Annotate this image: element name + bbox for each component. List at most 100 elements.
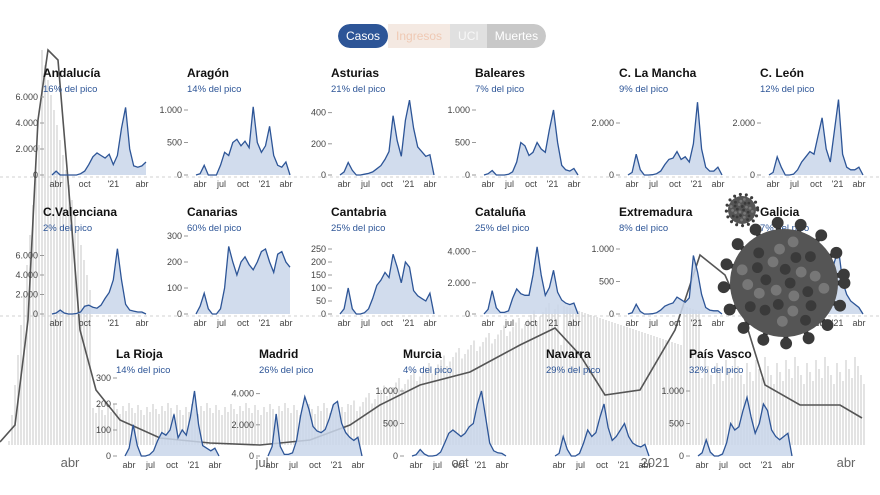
y-tick-label: 0 (609, 309, 614, 319)
y-tick-label: 100 (167, 283, 182, 293)
x-tick-label: abr (122, 460, 135, 470)
background-bar (629, 328, 631, 445)
region-title: Asturias (331, 66, 379, 80)
y-tick-label: 200 (311, 139, 326, 149)
series-line (195, 106, 291, 176)
background-x-tick: abr (61, 455, 80, 470)
y-tick-label: 300 (96, 373, 111, 383)
x-tick-label: oct (237, 318, 250, 328)
background-bar (728, 369, 730, 445)
y-tick-label: 4.000 (447, 247, 470, 257)
virus-spike-head (780, 337, 793, 350)
background-bar (185, 407, 187, 445)
background-bar (248, 408, 250, 445)
toggle-uci[interactable]: UCI (450, 24, 487, 48)
toggle-ingresos[interactable]: Ingresos (388, 24, 451, 48)
background-bar (428, 363, 430, 445)
y-tick-label: 2.000 (591, 118, 614, 128)
x-tick-label: jul (360, 179, 370, 189)
background-gridlines (0, 176, 880, 317)
x-tick-label: '21 (403, 179, 415, 189)
background-bars (8, 50, 865, 445)
background-bar (509, 331, 511, 445)
background-bar (437, 364, 439, 445)
background-bar (542, 312, 544, 445)
series-area (484, 246, 578, 314)
y-tick-label: 500 (383, 419, 398, 429)
background-bar (431, 373, 433, 445)
virus-spike-head (830, 246, 843, 259)
x-tick-label: jul (648, 179, 658, 189)
background-bar (161, 406, 163, 445)
background-bar (113, 404, 115, 445)
background-bar (452, 357, 454, 445)
background-bar (614, 323, 616, 445)
background-bar (551, 313, 553, 445)
y-tick-label: 4.000 (15, 270, 38, 280)
toggle-muertes[interactable]: Muertes (486, 24, 547, 48)
background-bar (476, 351, 478, 445)
virus-spike-head (837, 268, 850, 281)
background-bar (473, 340, 475, 445)
background-bar (647, 334, 649, 445)
background-bar (704, 357, 706, 445)
region-subtitle: 29% del pico (546, 365, 600, 376)
virus-texture (748, 206, 752, 210)
background-bar (140, 410, 142, 445)
series-area (340, 254, 434, 314)
background-bar (14, 385, 16, 445)
virus-texture (750, 209, 754, 213)
background-bar (38, 145, 40, 445)
background-bar (815, 360, 817, 445)
virus-texture (745, 205, 748, 209)
background-bar (380, 390, 382, 445)
region-subtitle: 25% del pico (475, 223, 529, 234)
background-bar (674, 343, 676, 445)
x-tick-label: abr (481, 318, 494, 328)
region-title: Cataluña (475, 205, 526, 219)
background-bar (23, 295, 25, 445)
background-bar (710, 375, 712, 445)
background-bar (53, 110, 55, 445)
region-title: Aragón (187, 66, 229, 80)
virus-spike-head (724, 209, 728, 213)
background-bar (563, 306, 565, 445)
background-bar (98, 405, 100, 445)
x-tick-label: abr (279, 179, 292, 189)
background-bar (566, 307, 568, 445)
series-line (483, 246, 579, 315)
virus-texture (746, 218, 749, 222)
series-area (52, 248, 146, 314)
background-bar (857, 366, 859, 445)
toggle-casos[interactable]: Casos (338, 24, 389, 48)
x-tick-label: abr (852, 318, 865, 328)
virus-texture (784, 277, 796, 289)
virus-spike-head (802, 332, 815, 345)
background-x-tick: oct (451, 455, 469, 470)
x-tick-label: abr (193, 179, 206, 189)
background-bar (641, 332, 643, 445)
background-bar (365, 397, 367, 445)
virus-texture (742, 279, 754, 290)
background-bar (701, 378, 703, 445)
y-tick-label: 200 (96, 399, 111, 409)
background-bar (734, 357, 736, 445)
background-bar (470, 345, 472, 445)
background-bar (752, 381, 754, 445)
virus-spike-head (751, 219, 755, 223)
background-bar (539, 316, 541, 445)
virus-texture (802, 286, 814, 298)
x-tick-label: abr (265, 460, 278, 470)
background-bar (656, 337, 658, 445)
virus-texture (740, 218, 743, 222)
x-tick-label: '21 (475, 460, 487, 470)
background-bar (59, 140, 61, 445)
virus-spike-head (729, 220, 734, 224)
series-area (484, 110, 578, 175)
background-bar (371, 403, 373, 445)
background-bar (227, 412, 229, 445)
